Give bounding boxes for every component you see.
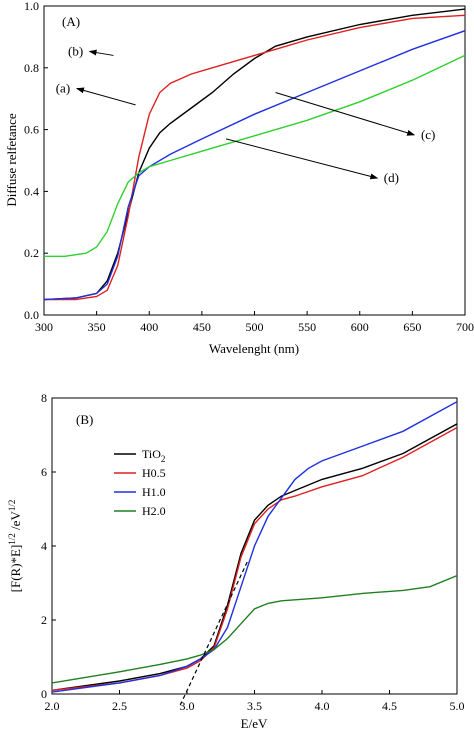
panel-b-xtick-label: 2.5 <box>112 699 127 713</box>
panel-b-ylabel-unit: /eV <box>8 511 23 534</box>
panel-a-annotation-2: (c) <box>421 127 435 142</box>
panel-b-legend-sub-0: 2 <box>161 454 166 464</box>
panel-a-ytick-label: 0.0 <box>24 308 39 322</box>
panel-b-xtick-label: 4.5 <box>382 699 397 713</box>
panel-a-series-line-2 <box>44 30 465 301</box>
panel-a-xtick-label: 350 <box>88 320 106 334</box>
panel-b-ytick-label: 0 <box>41 687 47 701</box>
panel-b-legend-text-1: H0.5 <box>142 466 166 480</box>
panel-b-xtick-label: 3.0 <box>180 699 195 713</box>
panel-a-label: (A) <box>62 14 80 29</box>
panel-b-xtick-label: 4.0 <box>315 699 330 713</box>
panel-b-ylabel: [F(R)*E]1/2 /eV1/2 <box>7 500 23 593</box>
panel-a-xlabel: Wavelenght (nm) <box>209 341 299 356</box>
panel-a-ytick-label: 0.2 <box>24 246 39 260</box>
panel-a-series <box>44 8 465 301</box>
panel-a-xtick-label: 500 <box>246 320 264 334</box>
panel-b-legend-text-3: H2.0 <box>142 504 166 518</box>
panel-a-arrow-0 <box>75 87 136 106</box>
panel-a-annotation-0: (a) <box>56 81 70 96</box>
panel-a-xtick-label: 600 <box>351 320 369 334</box>
panel-a-ytick-label: 0.4 <box>24 184 39 198</box>
panel-b-legend-label-1: H0.5 <box>142 466 166 480</box>
panel-a-arrow-1 <box>88 49 114 56</box>
panel-a-ticks: 300 350 400 450 500 550 600 650 700 0.0 0.2 0.4 0.6 0… <box>24 0 474 334</box>
panel-a-xtick-label: 300 <box>35 320 53 334</box>
panel-a-ytick-label: 0.6 <box>24 123 39 137</box>
panel-a-ytick-label: 1.0 <box>24 0 39 13</box>
panel-b-series-line-3 <box>52 574 457 684</box>
panel-b-ytick-label: 6 <box>41 465 47 479</box>
panel-b-ticks: 2.0 2.5 3.0 3.5 4.0 4.5 5.0 0 2 4 6 8 <box>41 391 465 713</box>
panel-b-series-line-2 <box>52 401 457 693</box>
panel-a-xtick-label: 700 <box>456 320 474 334</box>
panel-b-xlabel: E/eV <box>241 716 268 731</box>
panel-b-xtick-label: 5.0 <box>450 699 465 713</box>
panel-b-ytick-label: 2 <box>41 613 47 627</box>
panel-b-legend-label-3: H2.0 <box>142 504 166 518</box>
panel-a-xtick-label: 650 <box>403 320 421 334</box>
panel-b-legend: TiO2 H0.5 H1.0 H2.0 <box>114 447 166 518</box>
panel-a-annotation-3: (d) <box>384 170 399 185</box>
panel-b-tangent-line <box>179 560 249 706</box>
panel-b-label: (B) <box>76 412 93 427</box>
panel-a-plot-frame <box>43 5 466 316</box>
panel-a-series-line-1 <box>44 14 465 301</box>
panel-a-series-line-3 <box>44 54 465 257</box>
panel-b-ylabel-unit-exp: 1/2 <box>7 500 17 512</box>
panel-a-xtick-label: 550 <box>298 320 316 334</box>
panel-a-annotation-1: (b) <box>68 43 83 58</box>
panel-b-series-line-0 <box>52 423 457 691</box>
panel-b-ytick-label: 4 <box>41 539 47 553</box>
panel-b-ylabel-main: [F(R)*E] <box>8 545 23 593</box>
panel-a-xtick-label: 400 <box>140 320 158 334</box>
panel-a-chart: 300 350 400 450 500 550 600 650 700 0.0 0.2 0.4 0.6 0… <box>4 0 474 356</box>
panel-b-ylabel-exp: 1/2 <box>7 533 17 545</box>
panel-a-arrow-2 <box>275 92 416 136</box>
panel-b-xtick-label: 2.0 <box>45 699 60 713</box>
panel-b-legend-text-2: H1.0 <box>142 485 166 499</box>
panel-b-series-line-1 <box>52 426 457 691</box>
panel-b-legend-label-2: H1.0 <box>142 485 166 499</box>
panel-a-arrow-3 <box>225 138 379 180</box>
panel-a-xtick-label: 450 <box>193 320 211 334</box>
panel-b-legend-label-0: TiO2 <box>142 447 165 464</box>
panel-a-annotations: (a) (b) (c) (d) <box>56 43 436 185</box>
panel-a-ytick-label: 0.8 <box>24 61 39 75</box>
panel-b-ytick-label: 8 <box>41 391 47 405</box>
panel-a-ylabel: Diffuse relfetance <box>4 113 19 206</box>
panel-a-series-line-0 <box>44 8 465 301</box>
panel-b-xtick-label: 3.5 <box>247 699 262 713</box>
panel-b-legend-text-0: TiO <box>142 447 161 461</box>
panel-b-series <box>52 401 457 706</box>
